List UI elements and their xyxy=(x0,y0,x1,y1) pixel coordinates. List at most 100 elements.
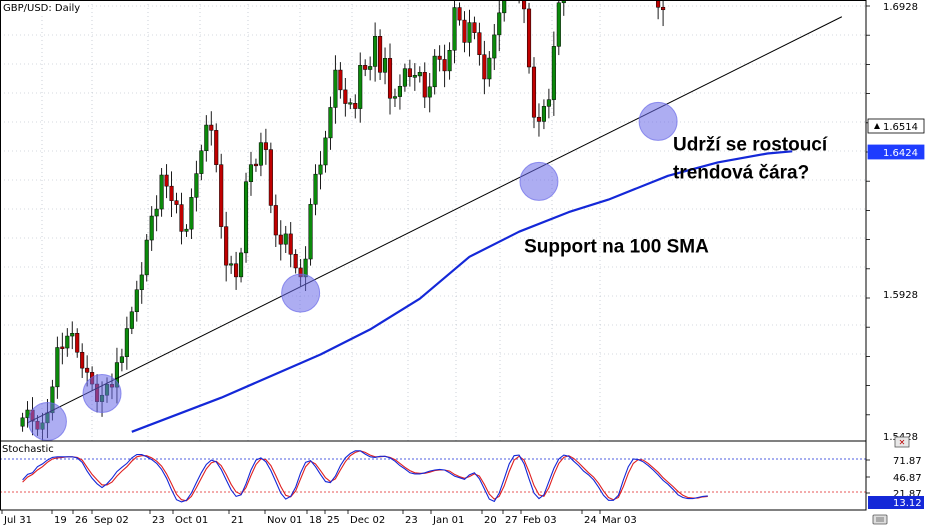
candle xyxy=(224,211,229,282)
candle xyxy=(546,88,551,119)
candle xyxy=(149,206,154,251)
candle xyxy=(65,328,70,357)
price-tick-label: 1.5928 xyxy=(883,290,918,301)
candle xyxy=(427,72,432,113)
candle xyxy=(209,111,214,146)
time-tick-label: Sep 02 xyxy=(94,515,129,525)
candle xyxy=(80,343,85,378)
expand-button[interactable]: ✕ xyxy=(894,436,910,448)
candle xyxy=(313,164,318,216)
chart-title-box xyxy=(1,1,85,14)
candle xyxy=(482,40,487,95)
stochastic-tick-label: 71.87 xyxy=(893,456,922,467)
stochastic-badge-value: 13.12 xyxy=(893,498,922,509)
candle xyxy=(229,255,234,274)
candle xyxy=(407,59,412,87)
candle xyxy=(392,88,398,107)
candle xyxy=(318,151,323,190)
stochastic-tick-label: 21.87 xyxy=(893,489,922,500)
time-tick-label: Jul 31 xyxy=(3,515,32,525)
time-tick-label: 25 xyxy=(327,515,340,525)
candle xyxy=(378,29,383,80)
annotation-text: Udrží se rostoucí xyxy=(673,135,828,156)
candle xyxy=(497,0,502,52)
candle xyxy=(273,194,278,247)
candle xyxy=(353,94,358,119)
stochastic-k-line xyxy=(22,450,708,503)
time-tick-label: 20 xyxy=(484,515,497,525)
candle xyxy=(462,11,467,53)
svg-text:✕: ✕ xyxy=(899,438,906,447)
highlight-circle xyxy=(638,101,678,141)
candle xyxy=(373,22,378,82)
candle xyxy=(139,262,144,304)
candle xyxy=(239,247,244,283)
candle xyxy=(189,188,194,239)
candle xyxy=(541,99,546,130)
candle xyxy=(278,220,283,261)
candle xyxy=(268,142,273,214)
time-tick-label: 23 xyxy=(405,515,418,525)
candle xyxy=(561,0,566,16)
annotations: Udrží se rostoucí trendová čára? Support n… xyxy=(524,135,828,258)
candle xyxy=(159,168,164,217)
candle xyxy=(348,98,353,110)
price-badge-value: 1.6514 xyxy=(883,122,918,133)
price-tick-label: 1.6928 xyxy=(883,2,918,13)
stochastic-tick-label: 46.87 xyxy=(893,473,922,484)
candle xyxy=(422,62,427,109)
candles xyxy=(20,0,666,441)
candle xyxy=(234,251,239,290)
candle xyxy=(492,24,497,71)
candle xyxy=(531,57,537,129)
candle xyxy=(522,0,527,24)
highlight-circle xyxy=(82,374,122,414)
candle xyxy=(387,43,393,115)
candle xyxy=(194,160,199,212)
chart-title: GBP/USD: Daily xyxy=(3,3,80,14)
candle xyxy=(412,63,417,91)
candle xyxy=(179,192,184,245)
candle xyxy=(308,198,313,266)
stochastic-title: Stochastic xyxy=(2,444,54,455)
candle xyxy=(502,0,507,22)
candle xyxy=(243,172,249,263)
candle xyxy=(661,0,666,27)
stochastic-title-box xyxy=(1,443,56,455)
candle xyxy=(154,195,159,232)
candle xyxy=(144,234,149,282)
time-tick-label: Feb 03 xyxy=(523,515,557,525)
candle xyxy=(447,42,452,80)
candle xyxy=(258,132,263,177)
candle xyxy=(119,348,124,372)
candle xyxy=(219,153,224,239)
candle xyxy=(358,52,363,123)
candle xyxy=(437,45,442,72)
time-tick-label: 24 xyxy=(584,515,597,525)
candle xyxy=(75,328,80,358)
trendline[interactable] xyxy=(27,16,843,424)
time-tick-label: Mar 03 xyxy=(602,515,637,525)
candle xyxy=(551,31,556,116)
highlight-circle xyxy=(519,161,559,201)
candle xyxy=(363,59,368,77)
annotation-text: Support na 100 SMA xyxy=(524,237,709,258)
candle xyxy=(293,249,298,274)
candle xyxy=(328,96,333,150)
stochastic-badge: 13.12 xyxy=(868,496,924,509)
candle xyxy=(338,62,343,99)
candle xyxy=(204,115,209,162)
time-tick-label: Nov 01 xyxy=(267,515,302,525)
highlight-circle xyxy=(27,401,67,441)
candle xyxy=(382,47,388,85)
candle xyxy=(417,66,422,83)
candle xyxy=(457,2,462,26)
stochastic-d-line xyxy=(22,450,708,502)
trendline-segment[interactable] xyxy=(27,16,843,424)
candle xyxy=(526,2,532,74)
screenshot-button[interactable] xyxy=(872,514,888,525)
candle xyxy=(472,16,477,40)
candle xyxy=(169,171,174,217)
candle xyxy=(129,306,134,335)
